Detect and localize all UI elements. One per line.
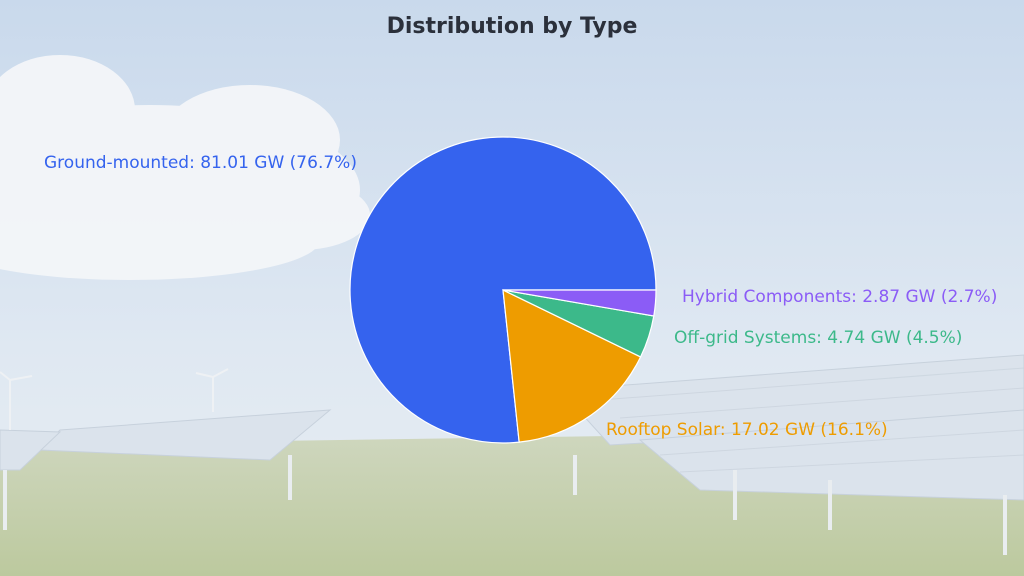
slice-label-ground-mounted: Ground-mounted: 81.01 GW (76.7%) [44,153,357,173]
slice-label-off-grid-systems: Off-grid Systems: 4.74 GW (4.5%) [674,328,963,348]
slice-label-rooftop-solar: Rooftop Solar: 17.02 GW (16.1%) [606,420,888,440]
cloud-shape [0,55,370,280]
pie-slice-hybrid-components [502,289,657,317]
pie-slice-rooftop-solar [502,288,642,443]
chart-title: Distribution by Type [386,14,638,39]
slice-label-hybrid-components: Hybrid Components: 2.87 GW (2.7%) [682,287,998,307]
